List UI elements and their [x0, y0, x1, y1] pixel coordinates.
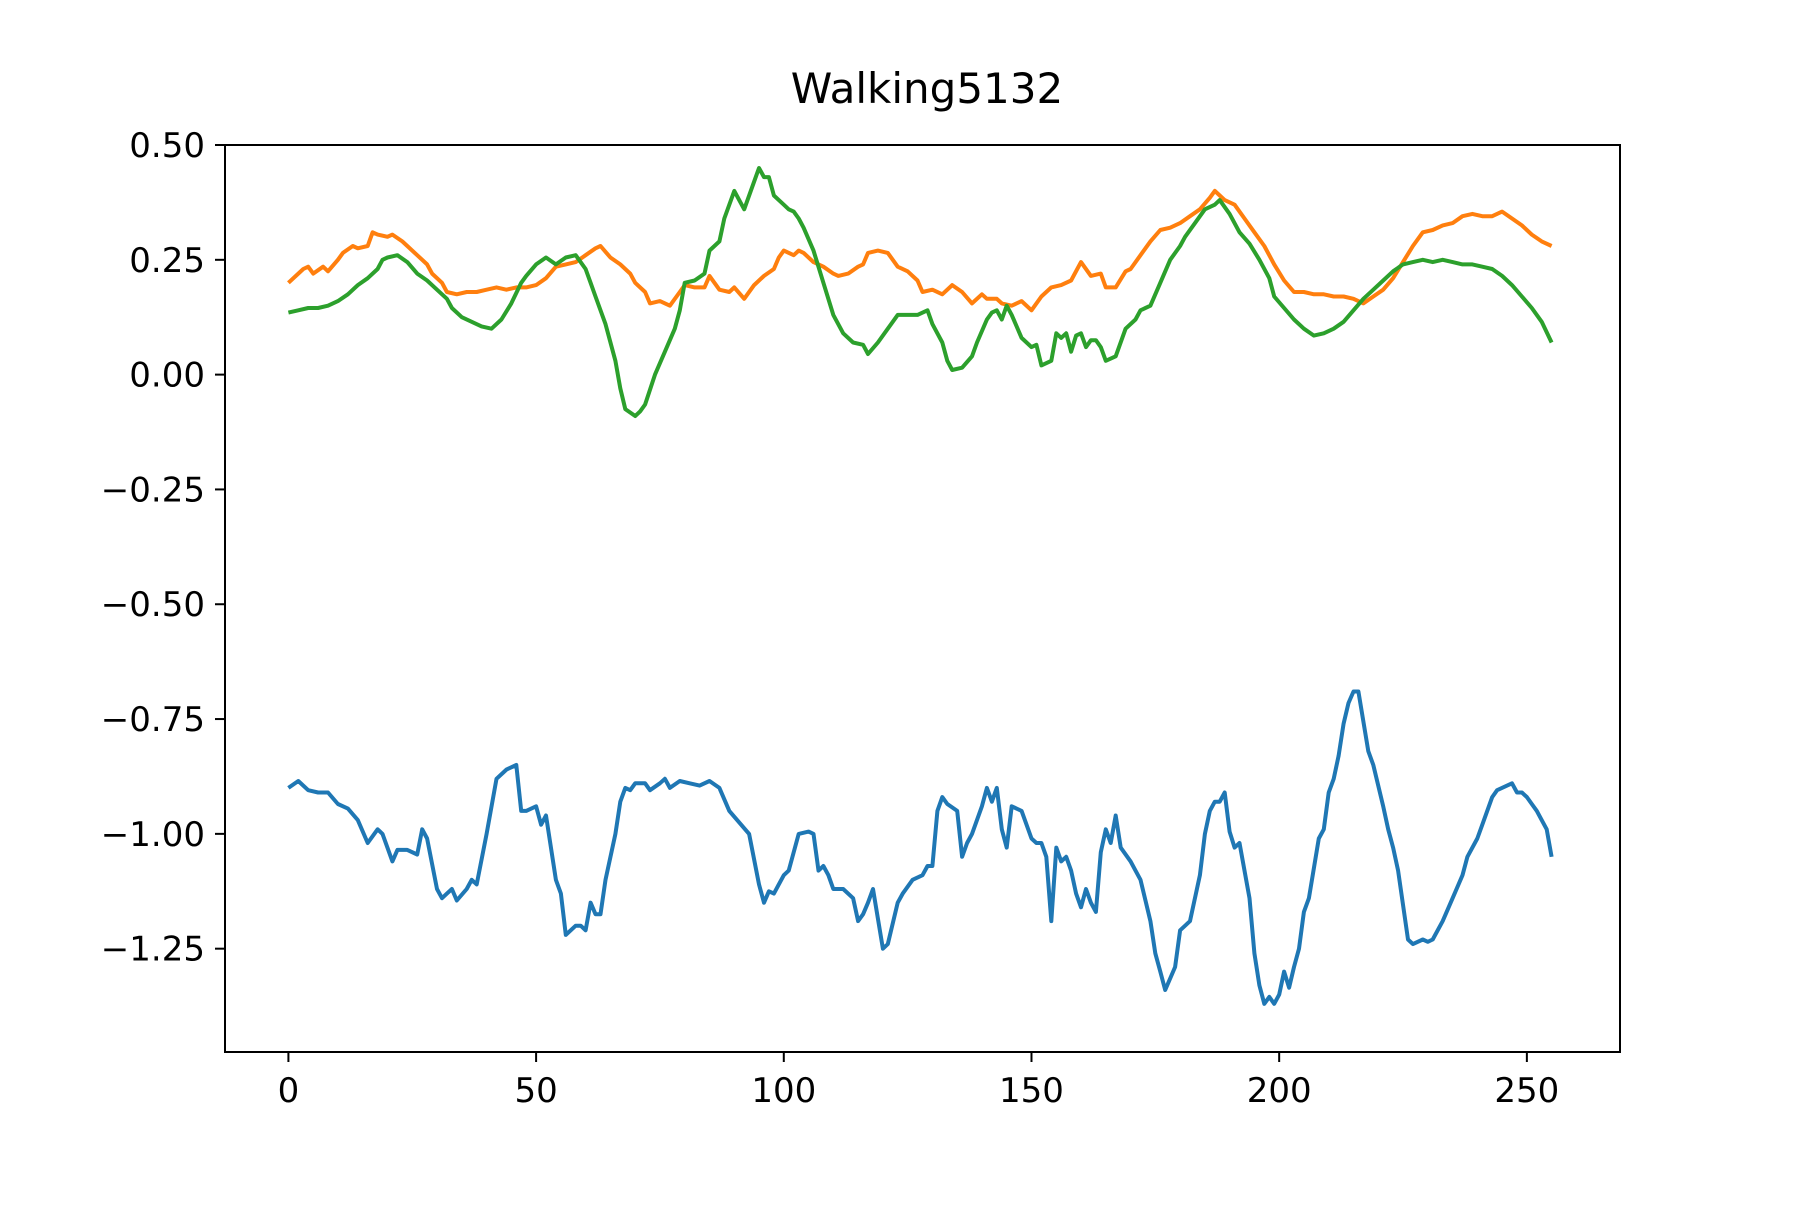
y-tick-label: −1.25: [101, 930, 205, 970]
chart-title: Walking5132: [791, 64, 1063, 113]
x-tick-label: 50: [514, 1071, 557, 1111]
y-tick-label: −1.00: [101, 815, 205, 855]
y-tick-label: 0.50: [129, 126, 205, 166]
series-line-2: [287, 188, 1553, 313]
y-tick-label: −0.25: [101, 470, 205, 510]
y-tick-label: −0.50: [101, 585, 205, 625]
axes-frame: [224, 144, 1621, 1053]
y-tick-label: 0.00: [129, 356, 205, 396]
y-tick-label: −0.75: [101, 700, 205, 740]
x-tick-label: 250: [1494, 1071, 1559, 1111]
x-tick-label: 200: [1247, 1071, 1312, 1111]
series-line-3: [287, 166, 1554, 418]
y-axis: 0.50 0.25 0.00 −0.25 −0.50 −0.75 −1.00 −1.25: [101, 126, 225, 970]
x-axis: 0 50 100 150 200 250: [278, 1052, 1559, 1111]
x-tick-label: 150: [999, 1071, 1064, 1111]
x-tick-label: 100: [751, 1071, 816, 1111]
y-tick-label: 0.25: [129, 241, 205, 281]
plot-area: [287, 166, 1554, 1006]
x-tick-label: 0: [278, 1071, 300, 1111]
series-line-1: [287, 689, 1554, 1006]
